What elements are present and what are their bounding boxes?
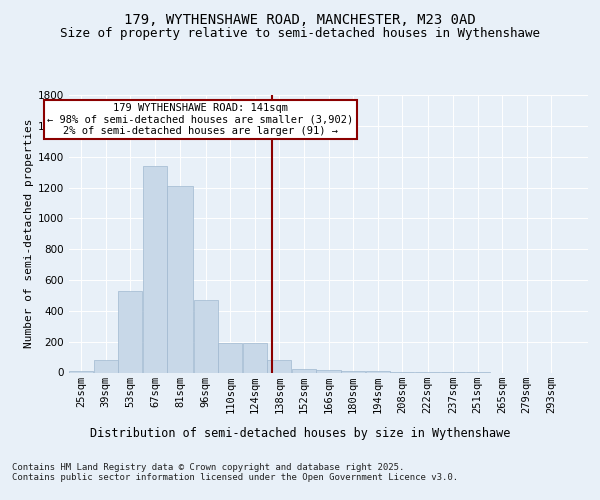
Text: Size of property relative to semi-detached houses in Wythenshawe: Size of property relative to semi-detach… bbox=[60, 28, 540, 40]
Y-axis label: Number of semi-detached properties: Number of semi-detached properties bbox=[24, 119, 34, 348]
Text: Distribution of semi-detached houses by size in Wythenshawe: Distribution of semi-detached houses by … bbox=[90, 428, 510, 440]
Bar bbox=[218, 343, 242, 372]
Bar bbox=[341, 370, 365, 372]
Bar bbox=[243, 343, 267, 372]
Bar bbox=[143, 166, 167, 372]
Bar bbox=[167, 186, 193, 372]
Bar bbox=[118, 291, 142, 372]
Bar bbox=[316, 370, 341, 372]
Bar bbox=[268, 360, 292, 372]
Text: 179, WYTHENSHAWE ROAD, MANCHESTER, M23 0AD: 179, WYTHENSHAWE ROAD, MANCHESTER, M23 0… bbox=[124, 12, 476, 26]
Text: 179 WYTHENSHAWE ROAD: 141sqm
← 98% of semi-detached houses are smaller (3,902)
2: 179 WYTHENSHAWE ROAD: 141sqm ← 98% of se… bbox=[47, 102, 353, 136]
Bar bbox=[94, 360, 118, 372]
Text: Contains HM Land Registry data © Crown copyright and database right 2025.
Contai: Contains HM Land Registry data © Crown c… bbox=[12, 462, 458, 482]
Bar bbox=[194, 300, 218, 372]
Bar bbox=[69, 371, 93, 372]
Bar bbox=[292, 368, 316, 372]
Bar bbox=[365, 371, 389, 372]
